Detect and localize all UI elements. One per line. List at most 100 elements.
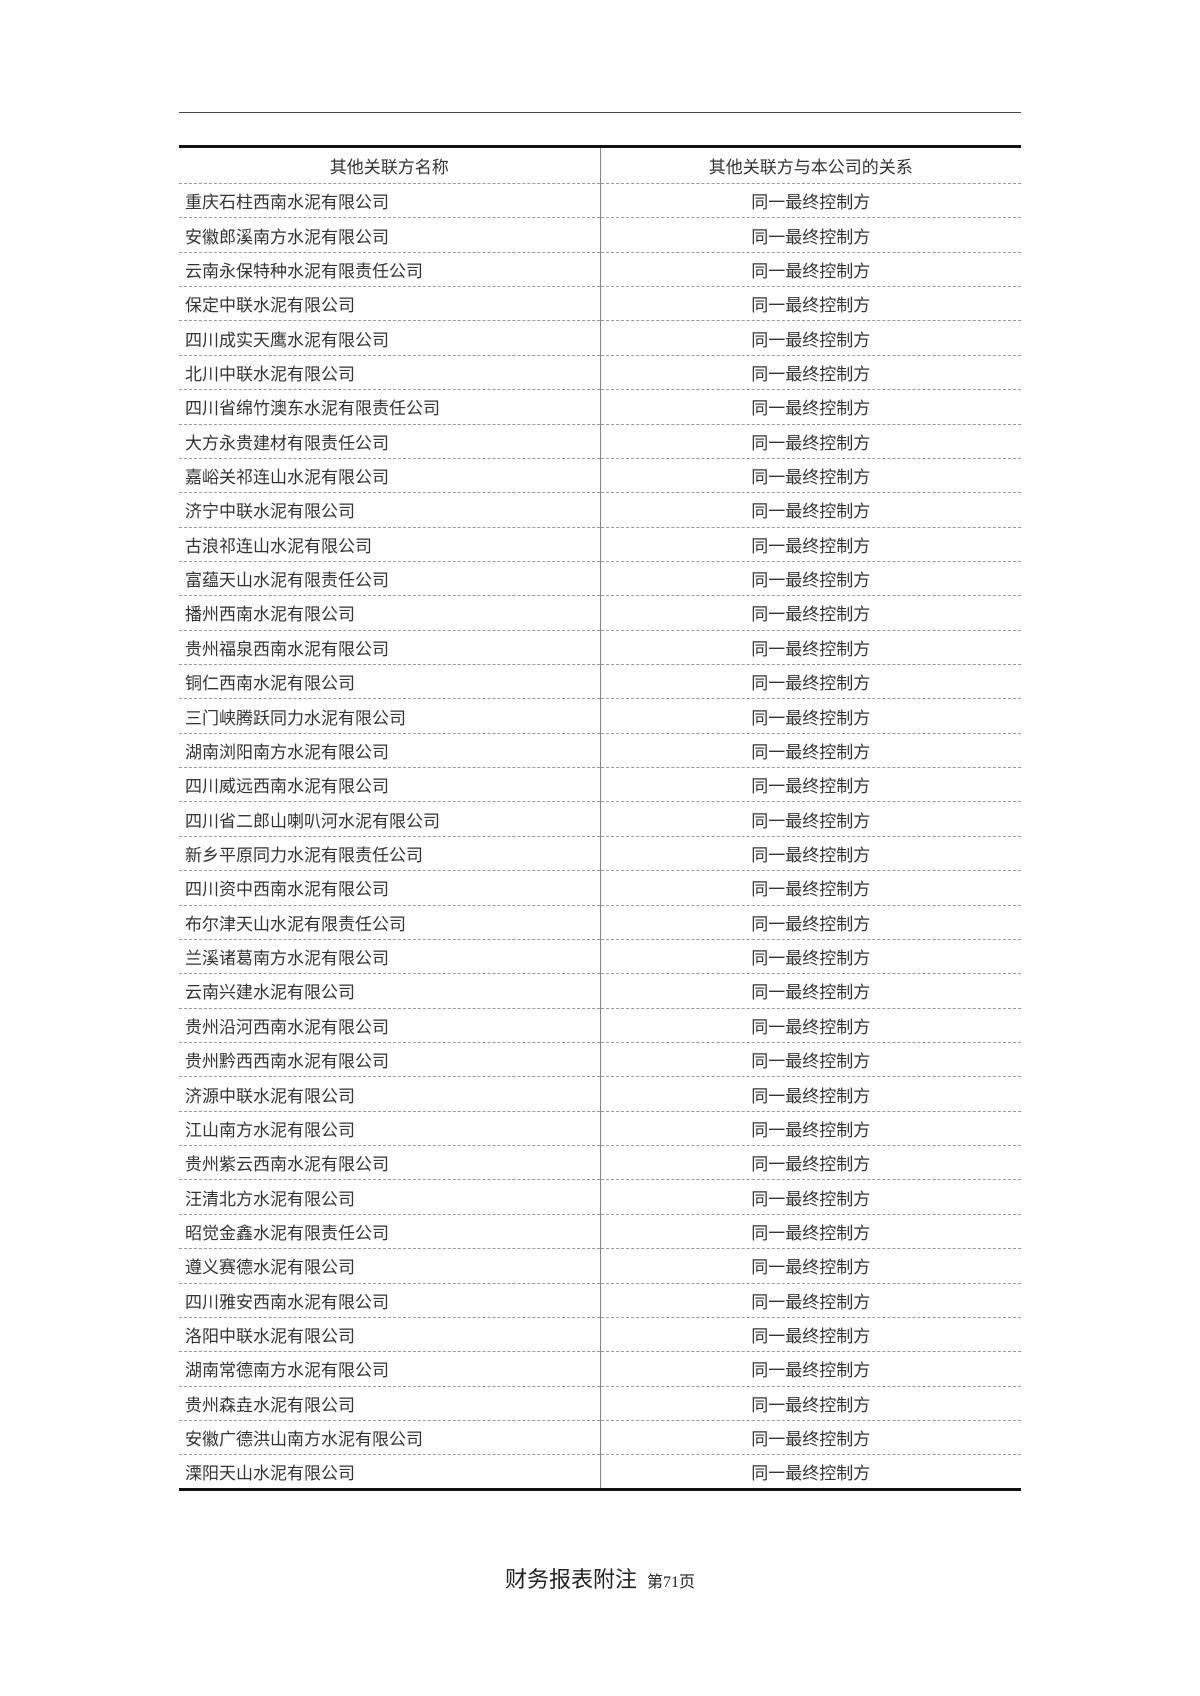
party-name-cell: 富蕴天山水泥有限责任公司 [179,561,601,597]
party-name-cell: 四川资中西南水泥有限公司 [179,870,601,906]
header-rule [179,112,1021,113]
table-row: 济源中联水泥有限公司 同一最终控制方 [179,1076,1021,1112]
party-name-cell: 溧阳天山水泥有限公司 [179,1454,601,1490]
party-name-cell: 济宁中联水泥有限公司 [179,492,601,528]
table-row: 富蕴天山水泥有限责任公司 同一最终控制方 [179,561,1021,597]
relationship-cell: 同一最终控制方 [600,1145,1021,1181]
party-name-cell: 湖南常德南方水泥有限公司 [179,1351,601,1387]
table-row: 贵州福泉西南水泥有限公司 同一最终控制方 [179,630,1021,666]
page-footer: 财务报表附注 第71页 [0,1562,1200,1594]
table-row: 四川成实天鹰水泥有限公司 同一最终控制方 [179,320,1021,356]
party-name-cell: 贵州沿河西南水泥有限公司 [179,1008,601,1043]
relationship-cell: 同一最终控制方 [600,698,1021,734]
party-name-cell: 安徽郎溪南方水泥有限公司 [179,217,601,253]
party-name-cell: 湖南浏阳南方水泥有限公司 [179,733,601,769]
page-number: 第71页 [647,1574,696,1591]
party-name-cell: 昭觉金鑫水泥有限责任公司 [179,1214,601,1250]
relationship-cell: 同一最终控制方 [600,217,1021,253]
table-row: 济宁中联水泥有限公司 同一最终控制方 [179,492,1021,528]
relationship-cell: 同一最终控制方 [600,630,1021,666]
related-parties-table: 其他关联方名称 其他关联方与本公司的关系 重庆石柱西南水泥有限公司 同一最终控制方… [179,145,1021,1491]
relationship-cell: 同一最终控制方 [600,355,1021,391]
table-row: 贵州沿河西南水泥有限公司 同一最终控制方 [179,1008,1021,1043]
footer-title: 财务报表附注 [504,1567,637,1592]
relationship-cell: 同一最终控制方 [600,1042,1021,1078]
party-name-cell: 古浪祁连山水泥有限公司 [179,527,601,562]
relationship-cell: 同一最终控制方 [600,458,1021,494]
party-name-cell: 遵义赛德水泥有限公司 [179,1248,601,1284]
relationship-cell: 同一最终控制方 [600,1283,1021,1318]
relationship-cell: 同一最终控制方 [600,664,1021,700]
party-name-cell: 贵州黔西西南水泥有限公司 [179,1042,601,1078]
relationship-cell: 同一最终控制方 [600,183,1021,219]
party-name-cell: 洛阳中联水泥有限公司 [179,1317,601,1353]
table-row: 四川雅安西南水泥有限公司 同一最终控制方 [179,1283,1021,1318]
table-row: 贵州黔西西南水泥有限公司 同一最终控制方 [179,1042,1021,1078]
table-row: 铜仁西南水泥有限公司 同一最终控制方 [179,664,1021,700]
party-name-cell: 四川雅安西南水泥有限公司 [179,1283,601,1318]
table-row: 安徽郎溪南方水泥有限公司 同一最终控制方 [179,217,1021,253]
table-row: 云南兴建水泥有限公司 同一最终控制方 [179,973,1021,1009]
party-name-cell: 保定中联水泥有限公司 [179,286,601,322]
party-name-cell: 四川省绵竹澳东水泥有限责任公司 [179,389,601,425]
relationship-cell: 同一最终控制方 [600,1351,1021,1387]
party-name-cell: 新乡平原同力水泥有限责任公司 [179,836,601,872]
relationship-cell: 同一最终控制方 [600,492,1021,528]
table-row: 四川省绵竹澳东水泥有限责任公司 同一最终控制方 [179,389,1021,425]
relationship-cell: 同一最终控制方 [600,870,1021,906]
party-name-cell: 铜仁西南水泥有限公司 [179,664,601,700]
table-row: 古浪祁连山水泥有限公司 同一最终控制方 [179,527,1021,562]
party-name-cell: 四川威远西南水泥有限公司 [179,767,601,803]
table-row: 大方永贵建材有限责任公司 同一最终控制方 [179,424,1021,459]
relationship-cell: 同一最终控制方 [600,1248,1021,1284]
party-name-cell: 重庆石柱西南水泥有限公司 [179,183,601,219]
table-row: 保定中联水泥有限公司 同一最终控制方 [179,286,1021,322]
relationship-cell: 同一最终控制方 [600,389,1021,425]
column-header-name: 其他关联方名称 [179,146,601,184]
table-row: 湖南浏阳南方水泥有限公司 同一最终控制方 [179,733,1021,769]
table-row: 贵州紫云西南水泥有限公司 同一最终控制方 [179,1145,1021,1181]
table-row: 江山南方水泥有限公司 同一最终控制方 [179,1111,1021,1147]
relationship-cell: 同一最终控制方 [600,424,1021,459]
party-name-cell: 济源中联水泥有限公司 [179,1076,601,1112]
party-name-cell: 布尔津天山水泥有限责任公司 [179,905,601,940]
party-name-cell: 四川成实天鹰水泥有限公司 [179,320,601,356]
relationship-cell: 同一最终控制方 [600,733,1021,769]
relationship-cell: 同一最终控制方 [600,1179,1021,1215]
relationship-cell: 同一最终控制方 [600,1386,1021,1421]
relationship-cell: 同一最终控制方 [600,252,1021,288]
relationship-cell: 同一最终控制方 [600,1111,1021,1147]
relationship-cell: 同一最终控制方 [600,1420,1021,1456]
relationship-cell: 同一最终控制方 [600,1214,1021,1250]
relationship-cell: 同一最终控制方 [600,767,1021,803]
table-row: 布尔津天山水泥有限责任公司 同一最终控制方 [179,905,1021,940]
relationship-cell: 同一最终控制方 [600,1317,1021,1353]
party-name-cell: 四川省二郎山喇叭河水泥有限公司 [179,801,601,837]
table-row: 四川资中西南水泥有限公司 同一最终控制方 [179,870,1021,906]
relationship-cell: 同一最终控制方 [600,836,1021,872]
party-name-cell: 安徽广德洪山南方水泥有限公司 [179,1420,601,1456]
table-row: 汪清北方水泥有限公司 同一最终控制方 [179,1179,1021,1215]
table-row: 嘉峪关祁连山水泥有限公司 同一最终控制方 [179,458,1021,494]
party-name-cell: 江山南方水泥有限公司 [179,1111,601,1147]
relationship-cell: 同一最终控制方 [600,801,1021,837]
table-row: 播州西南水泥有限公司 同一最终控制方 [179,595,1021,631]
party-name-cell: 三门峡腾跃同力水泥有限公司 [179,698,601,734]
table-row: 四川省二郎山喇叭河水泥有限公司 同一最终控制方 [179,801,1021,837]
relationship-cell: 同一最终控制方 [600,1008,1021,1043]
table-row: 兰溪诸葛南方水泥有限公司 同一最终控制方 [179,939,1021,975]
table-row: 三门峡腾跃同力水泥有限公司 同一最终控制方 [179,698,1021,734]
relationship-cell: 同一最终控制方 [600,905,1021,940]
relationship-cell: 同一最终控制方 [600,320,1021,356]
relationship-cell: 同一最终控制方 [600,939,1021,975]
table-header-row: 其他关联方名称 其他关联方与本公司的关系 [179,146,1021,184]
table-row: 溧阳天山水泥有限公司 同一最终控制方 [179,1454,1021,1490]
relationship-cell: 同一最终控制方 [751,1463,871,1483]
relationship-cell: 同一最终控制方 [600,561,1021,597]
table-row: 重庆石柱西南水泥有限公司 同一最终控制方 [179,183,1021,219]
relationship-cell: 同一最终控制方 [600,973,1021,1009]
relationship-cell: 同一最终控制方 [600,527,1021,562]
party-name-cell: 云南兴建水泥有限公司 [179,973,601,1009]
party-name-cell: 贵州福泉西南水泥有限公司 [179,630,601,666]
party-name-cell: 云南永保特种水泥有限责任公司 [179,252,601,288]
